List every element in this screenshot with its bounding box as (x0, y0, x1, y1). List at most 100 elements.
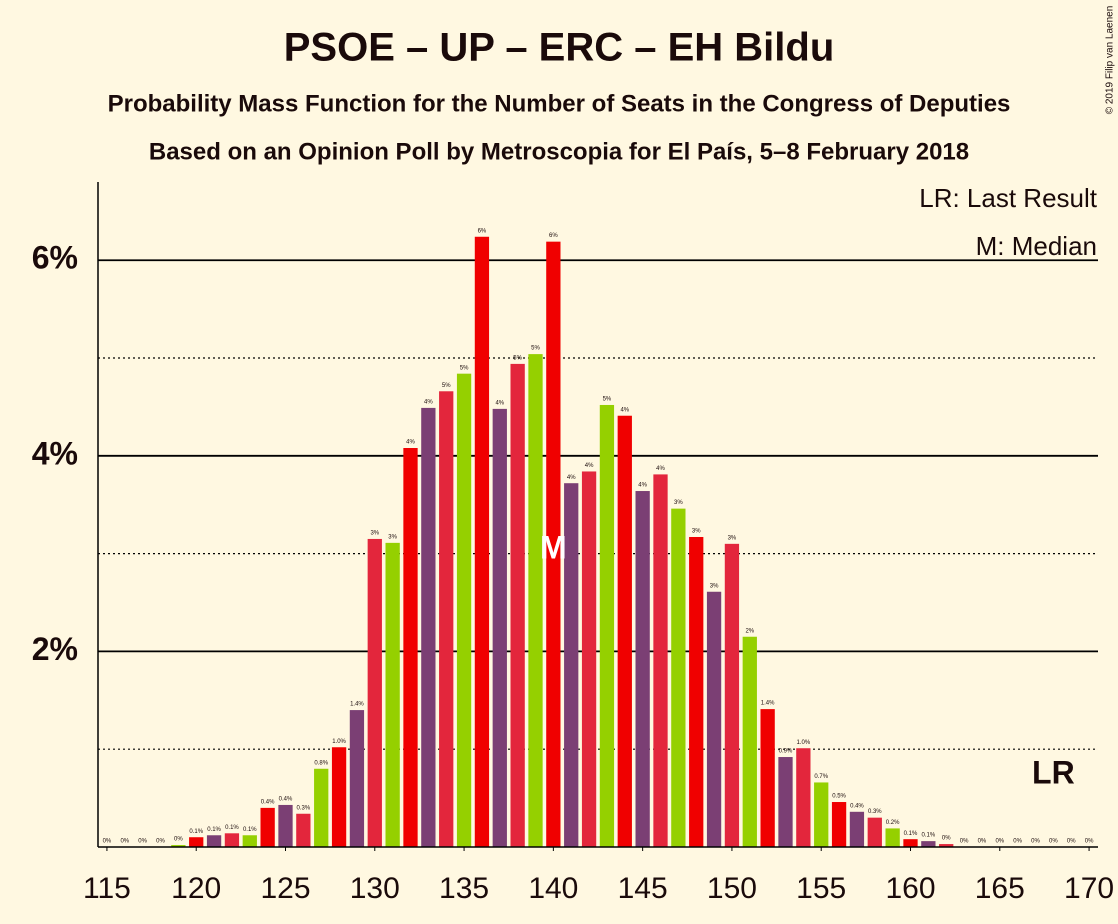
data-label: 6% (549, 233, 558, 239)
bar (474, 236, 490, 847)
bar (706, 591, 722, 847)
data-label: 0.4% (261, 799, 275, 805)
legend-entry: LR: Last Result (919, 183, 1098, 213)
data-label: 0.1% (904, 831, 918, 837)
data-label: 0% (174, 837, 183, 843)
data-label: 4% (638, 483, 647, 489)
data-label: 0% (103, 839, 112, 845)
bar (760, 709, 775, 847)
bar (814, 782, 829, 847)
bar (849, 811, 865, 847)
data-label: 0.8% (314, 760, 328, 766)
data-label: 0.3% (868, 809, 882, 815)
data-label: 3% (370, 531, 379, 537)
x-tick-label: 140 (528, 872, 578, 905)
chart-title: PSOE – UP – ERC – EH Bildu (284, 26, 835, 70)
median-marker: M (540, 529, 567, 565)
data-label: 0% (942, 836, 951, 842)
x-tick-label: 115 (83, 872, 131, 905)
data-label: 0% (1013, 839, 1022, 845)
bar (349, 710, 365, 847)
bar (671, 508, 686, 847)
bar (885, 828, 900, 847)
data-label: 0.5% (832, 794, 846, 800)
data-label: 1.4% (761, 701, 775, 707)
data-label: 0% (156, 839, 165, 845)
data-label: 0.1% (243, 827, 257, 833)
bar (367, 538, 382, 847)
data-label: 1.0% (797, 740, 811, 746)
bar (456, 373, 472, 847)
bar (189, 837, 204, 847)
bar (653, 474, 668, 847)
bar (260, 807, 275, 847)
data-label: 0.7% (814, 774, 828, 780)
data-label: 0% (978, 839, 987, 845)
bar (439, 391, 454, 847)
data-label: 4% (620, 407, 629, 413)
data-label: 5% (513, 355, 522, 361)
bar (314, 768, 329, 847)
data-label: 1.4% (350, 702, 364, 708)
bar (921, 841, 936, 847)
data-label: 4% (585, 463, 594, 469)
data-label: 5% (531, 346, 540, 352)
data-label: 0% (138, 839, 147, 845)
bar (939, 844, 954, 847)
x-tick-label: 145 (618, 872, 668, 905)
bar (510, 363, 525, 847)
x-tick-label: 160 (885, 872, 935, 905)
data-label: 0.1% (189, 829, 203, 835)
bar (581, 471, 597, 847)
data-label: 5% (442, 383, 451, 389)
data-label: 5% (603, 397, 612, 403)
x-tick-label: 165 (975, 872, 1025, 905)
bar (331, 747, 347, 847)
x-tick-label: 120 (171, 872, 221, 905)
bar (635, 491, 650, 847)
data-label: 2% (745, 628, 754, 634)
data-label: 4% (567, 475, 576, 481)
x-tick-label: 135 (439, 872, 489, 905)
data-label: 4% (656, 466, 665, 472)
bar (492, 408, 507, 847)
bar (546, 241, 561, 847)
bar (867, 817, 882, 847)
data-label: 0% (1085, 839, 1094, 845)
bar (224, 833, 240, 847)
x-tick-label: 130 (350, 872, 400, 905)
data-label: 3% (388, 534, 397, 540)
data-label: 3% (728, 535, 737, 541)
data-label: 0% (995, 839, 1004, 845)
x-tick-label: 170 (1064, 872, 1114, 905)
data-label: 0.3% (297, 805, 311, 811)
bar (742, 636, 757, 847)
bar (278, 804, 293, 847)
bar (206, 835, 222, 847)
data-label: 0.9% (779, 749, 793, 755)
legend-entry: M: Median (976, 231, 1097, 261)
bar (296, 813, 311, 847)
y-tick-label: 4% (32, 435, 78, 471)
bar (831, 802, 847, 847)
data-label: 1.0% (332, 739, 346, 745)
data-label: 3% (692, 529, 701, 535)
bar (171, 845, 186, 847)
data-label: 4% (406, 440, 415, 446)
bar (617, 415, 632, 847)
data-label: 0% (120, 839, 129, 845)
bar (689, 536, 704, 847)
bar (528, 354, 543, 847)
data-label: 3% (674, 500, 683, 506)
bar (242, 835, 257, 847)
data-label: 0.2% (886, 820, 900, 826)
bar (778, 757, 793, 847)
data-label: 0.4% (850, 803, 864, 809)
data-label: 0.1% (225, 825, 239, 831)
x-tick-label: 155 (796, 872, 846, 905)
data-label: 0.4% (279, 797, 293, 803)
data-label: 0.1% (207, 827, 221, 833)
bar (903, 839, 918, 847)
data-label: 0% (1031, 839, 1040, 845)
